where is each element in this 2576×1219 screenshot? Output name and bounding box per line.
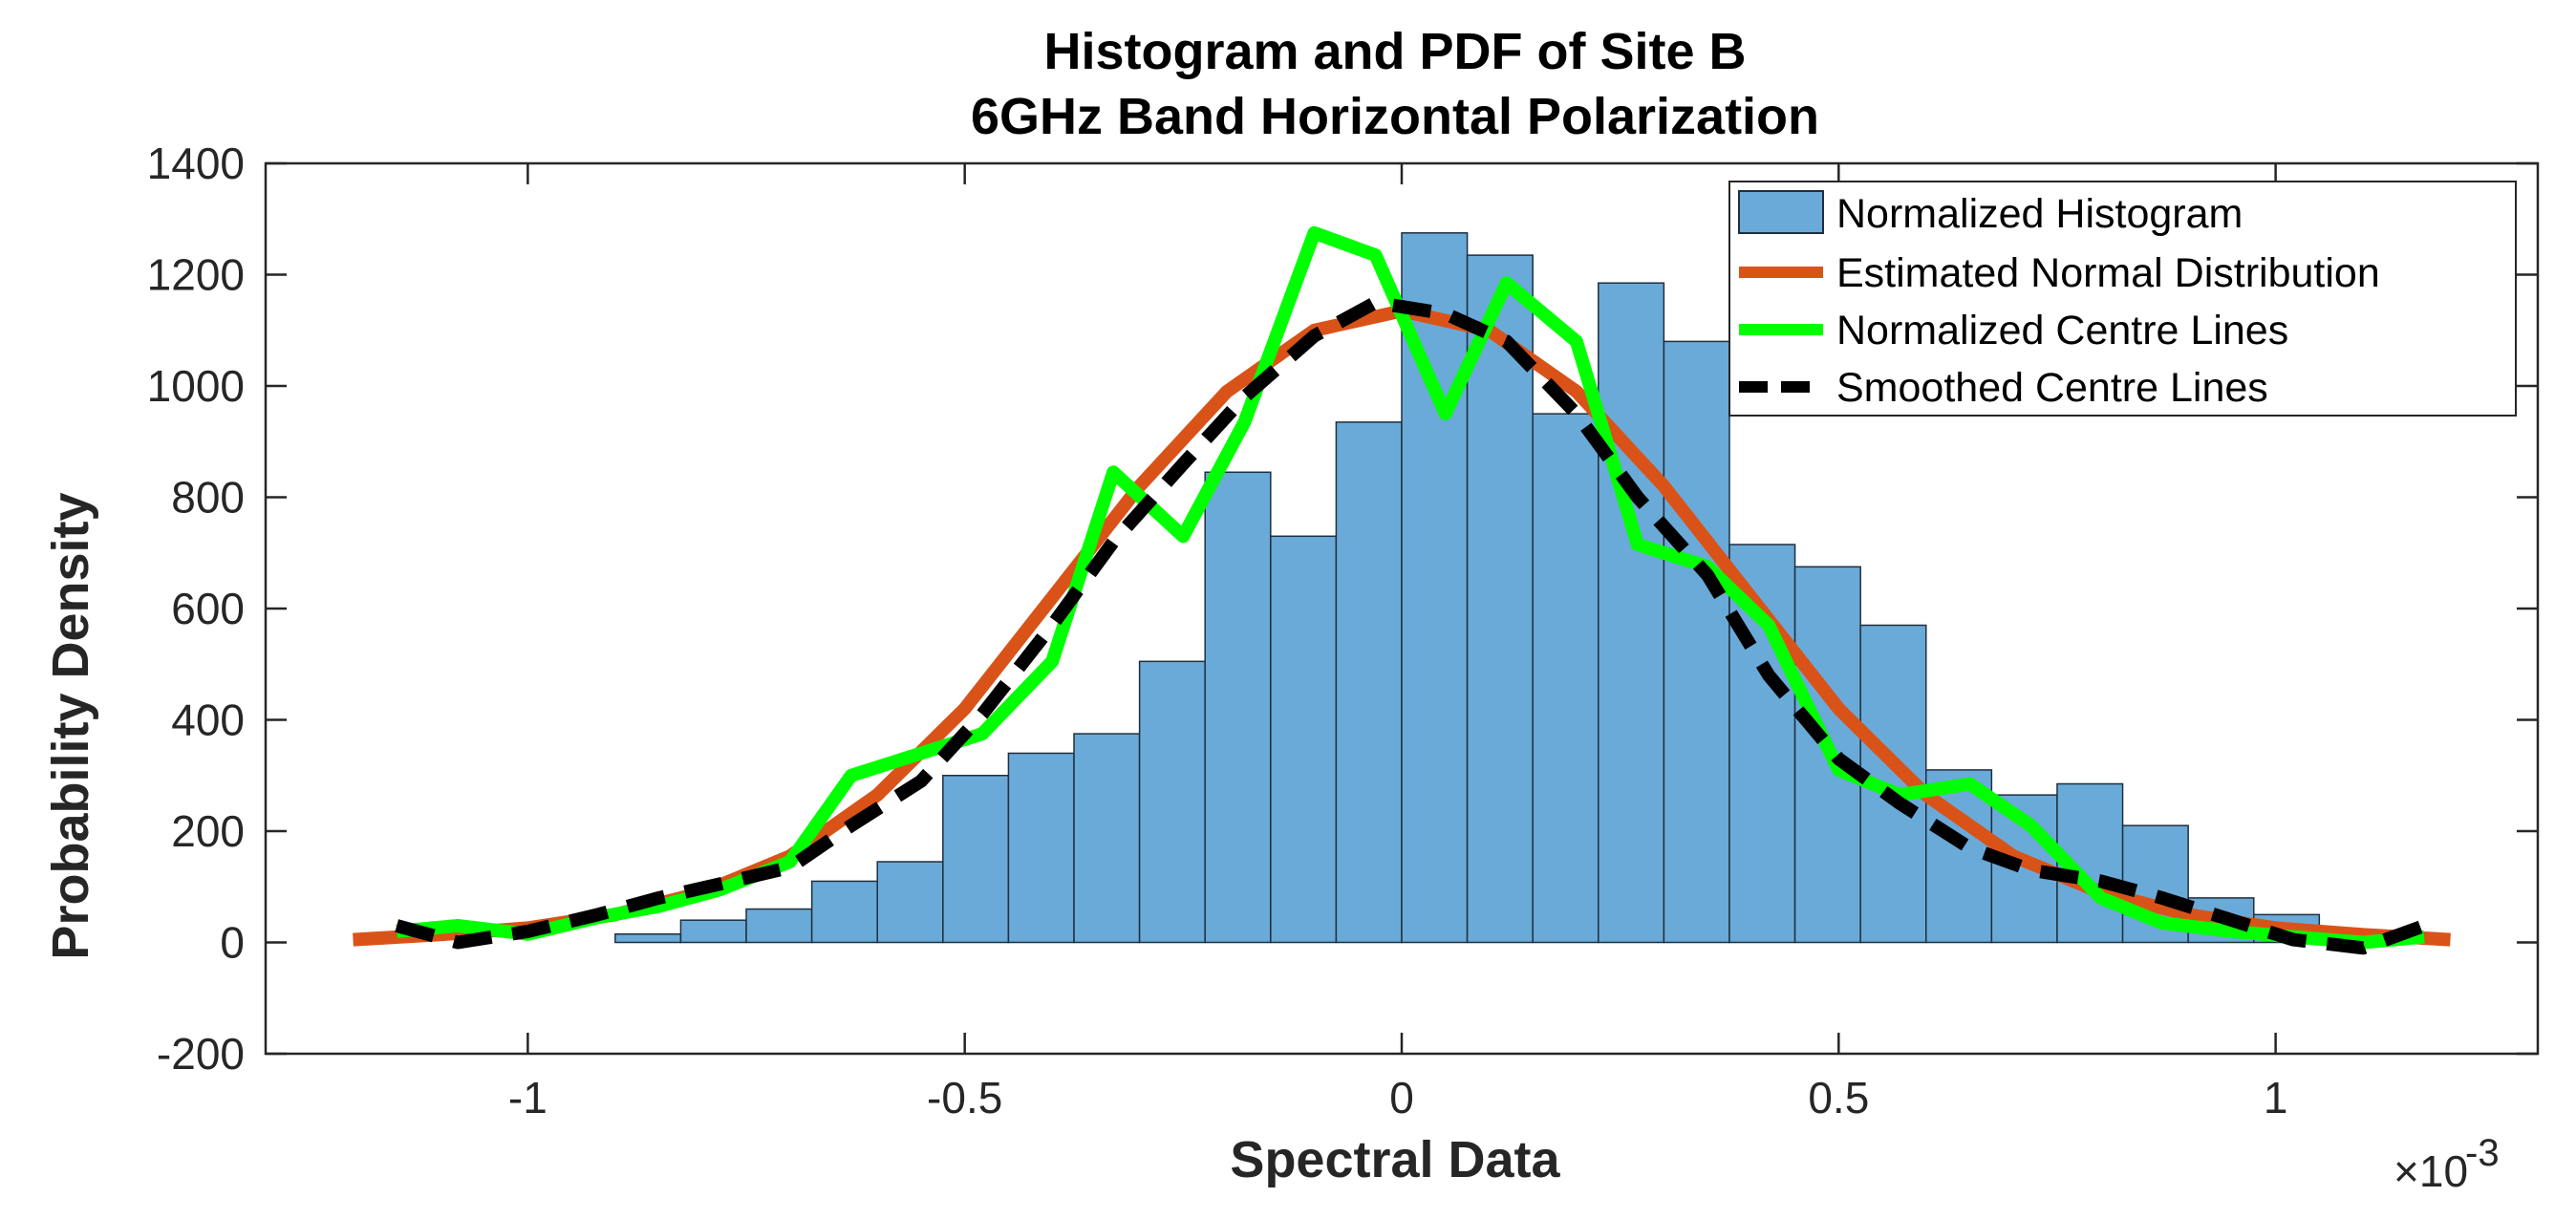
- histogram-bar: [1138, 660, 1206, 944]
- legend-label-centre: Normalized Centre Lines: [1836, 308, 2288, 353]
- histogram-bar: [1270, 535, 1338, 944]
- histogram-bar: [1073, 733, 1141, 944]
- x-tick-label: 1: [2264, 1073, 2288, 1123]
- histogram-bar: [1007, 752, 1075, 944]
- x-ticks: -1 -0.5 0 0.5 1: [508, 163, 2287, 1123]
- histogram-bar: [810, 880, 878, 944]
- legend-label-histogram: Normalized Histogram: [1836, 191, 2243, 237]
- chart-title-line-1: Histogram and PDF of Site B: [1043, 23, 1746, 80]
- x-exponent-base: ×10: [2394, 1146, 2468, 1196]
- y-tick-label: 1000: [147, 361, 245, 411]
- y-tick-label: 0: [220, 918, 245, 968]
- x-axis-label: Spectral Data: [1230, 1131, 1560, 1188]
- legend-box: [1728, 181, 2517, 417]
- histogram-bar: [1598, 282, 1665, 944]
- x-exponent-power: -3: [2465, 1132, 2500, 1174]
- histogram-bar: [614, 933, 682, 944]
- y-tick-label: 800: [171, 473, 245, 523]
- y-tick-label: 1400: [147, 139, 245, 188]
- y-tick-label: 200: [171, 806, 245, 856]
- y-ticks: -200 0 200 400 600 800 1000 1200 1400: [147, 139, 2538, 1079]
- y-tick-label: 400: [171, 695, 245, 745]
- histogram-bar: [1204, 471, 1272, 944]
- smoothed-centre-line: [395, 295, 2427, 955]
- y-tick-label: 1200: [147, 250, 245, 300]
- y-tick-label: -200: [157, 1029, 245, 1079]
- legend-label-normal: Estimated Normal Distribution: [1836, 250, 2380, 296]
- legend-swatch-histogram: [1738, 190, 1824, 234]
- legend: Normalized Histogram Estimated Normal Di…: [1728, 181, 2517, 417]
- series-lines: [353, 225, 2451, 955]
- histogram-bar: [876, 861, 944, 944]
- histogram-bar: [679, 919, 747, 944]
- x-tick-label: -0.5: [927, 1073, 1002, 1123]
- x-tick-label: -1: [508, 1073, 547, 1123]
- histogram-bar: [1532, 413, 1599, 944]
- x-tick-label: 0: [1389, 1073, 1414, 1123]
- histogram-bar: [1335, 421, 1403, 944]
- histogram-bar: [745, 908, 813, 944]
- histogram-bar: [1466, 254, 1534, 944]
- x-tick-label: 0.5: [1808, 1073, 1869, 1123]
- centre-line: [396, 225, 2425, 950]
- histogram-bar: [942, 775, 1010, 944]
- y-tick-label: 600: [171, 584, 245, 633]
- histogram-bars: [614, 232, 2321, 944]
- plot-area: [353, 225, 2451, 955]
- chart-title-line-2: 6GHz Band Horizontal Polarization: [971, 88, 1819, 145]
- x-exponent: ×10 -3: [2394, 1132, 2500, 1196]
- legend-label-smoothed: Smoothed Centre Lines: [1836, 365, 2268, 411]
- histogram-bar: [1663, 340, 1730, 944]
- y-axis-label: Probability Density: [42, 492, 99, 959]
